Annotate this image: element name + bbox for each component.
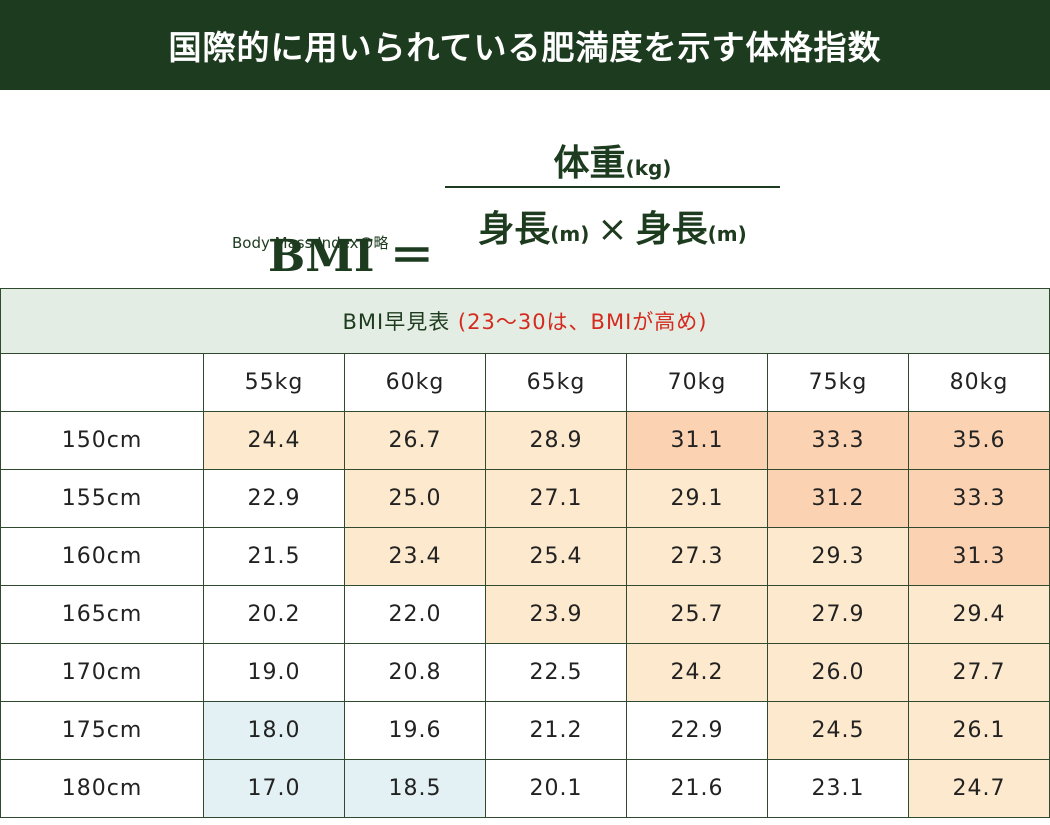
- column-header: 75kg: [767, 353, 909, 412]
- cell: 23.4: [344, 527, 486, 586]
- cell: 18.5: [344, 759, 486, 818]
- row: 160cm 21.5 23.4 25.4 27.3 29.3 31.3: [0, 527, 1050, 586]
- row: 175cm 18.0 19.6 21.2 22.9 24.5 26.1: [0, 701, 1050, 760]
- cell: 28.9: [485, 411, 627, 470]
- height: 身長: [635, 209, 708, 250]
- bmi-table: BMI早見表 (23〜30は、BMIが高め) 55kg 60kg 65kg 70kg 7…: [0, 288, 1050, 818]
- cell: 24.4: [203, 411, 345, 470]
- height: 身長: [478, 209, 551, 250]
- row-header: 155cm: [0, 469, 204, 528]
- unit: (m): [707, 222, 747, 246]
- cell: 27.9: [767, 585, 909, 644]
- row-header: 180cm: [0, 759, 204, 818]
- bmi: BMI: [268, 231, 375, 282]
- cell: 29.1: [626, 469, 768, 528]
- cell: 31.3: [908, 527, 1050, 586]
- row-header: 165cm: [0, 585, 204, 644]
- cell: 19.0: [203, 643, 345, 702]
- cell: 25.7: [626, 585, 768, 644]
- formula-note: Body Mass Indexの略: [232, 234, 389, 252]
- cell: 20.1: [485, 759, 627, 818]
- column-header: 65kg: [485, 353, 627, 412]
- column-header: 60kg: [344, 353, 486, 412]
- caption-main: BMI早見表: [342, 310, 451, 334]
- cell: 22.9: [626, 701, 768, 760]
- weight: 体重: [553, 143, 626, 184]
- row: 155cm 22.9 25.0 27.1 29.1 31.2 33.3: [0, 469, 1050, 528]
- formula-lhs: BMI ＝: [268, 220, 434, 284]
- denominator: 身長(m) × 身長(m): [445, 200, 780, 252]
- cell: 29.4: [908, 585, 1050, 644]
- header: 国際的に用いられている肥満度を示す体格指数: [0, 0, 1050, 90]
- cell: 29.3: [767, 527, 909, 586]
- times: ×: [597, 209, 628, 250]
- cell: 27.1: [485, 469, 627, 528]
- title: 国際的に用いられている肥満度を示す体格指数: [168, 28, 882, 67]
- unit: (m): [550, 222, 590, 246]
- cell: 21.2: [485, 701, 627, 760]
- fraction-bar: [445, 186, 780, 188]
- cell: 21.5: [203, 527, 345, 586]
- row: 165cm 20.2 22.0 23.9 25.7 27.9 29.4: [0, 585, 1050, 644]
- row: 150cm 24.4 26.7 28.9 31.1 33.3 35.6: [0, 411, 1050, 470]
- cell: 18.0: [203, 701, 345, 760]
- cell: 24.5: [767, 701, 909, 760]
- cell: 26.1: [908, 701, 1050, 760]
- cell: 26.7: [344, 411, 486, 470]
- cell: 24.7: [908, 759, 1050, 818]
- row-header: 175cm: [0, 701, 204, 760]
- cell: 27.3: [626, 527, 768, 586]
- cell: 21.6: [626, 759, 768, 818]
- cell: 22.0: [344, 585, 486, 644]
- cell: 24.2: [626, 643, 768, 702]
- cell: 25.4: [485, 527, 627, 586]
- cell: 19.6: [344, 701, 486, 760]
- cell: 23.9: [485, 585, 627, 644]
- cell: 27.7: [908, 643, 1050, 702]
- caption-row: BMI早見表 (23〜30は、BMIが高め): [0, 288, 1050, 354]
- column-header: 70kg: [626, 353, 768, 412]
- column-header: 55kg: [203, 353, 345, 412]
- cell: 20.8: [344, 643, 486, 702]
- equals: ＝: [389, 231, 434, 282]
- table-head: BMI早見表 (23〜30は、BMIが高め) 55kg 60kg 65kg 70kg 7…: [0, 288, 1050, 412]
- cell: 22.5: [485, 643, 627, 702]
- cell: 33.3: [767, 411, 909, 470]
- cell: 25.0: [344, 469, 486, 528]
- corner: [0, 353, 204, 412]
- column-header: 80kg: [908, 353, 1050, 412]
- cell: 35.6: [908, 411, 1050, 470]
- cell: 33.3: [908, 469, 1050, 528]
- table-body: 150cm 24.4 26.7 28.9 31.1 33.3 35.6 155cm 22.9 25…: [0, 411, 1050, 818]
- cell: 31.2: [767, 469, 909, 528]
- column-row: 55kg 60kg 65kg 70kg 75kg 80kg: [0, 353, 1050, 412]
- numerator: 体重(kg): [445, 134, 780, 186]
- cell: 23.1: [767, 759, 909, 818]
- unit: (kg): [625, 156, 672, 180]
- caption: BMI早見表 (23〜30は、BMIが高め): [0, 288, 1050, 354]
- row: 170cm 19.0 20.8 22.5 24.2 26.0 27.7: [0, 643, 1050, 702]
- cell: 31.1: [626, 411, 768, 470]
- row-header: 150cm: [0, 411, 204, 470]
- row-header: 170cm: [0, 643, 204, 702]
- row-header: 160cm: [0, 527, 204, 586]
- cell: 20.2: [203, 585, 345, 644]
- cell: 17.0: [203, 759, 345, 818]
- caption-note: (23〜30は、BMIが高め): [457, 310, 708, 334]
- row: 180cm 17.0 18.5 20.1 21.6 23.1 24.7: [0, 759, 1050, 818]
- cell: 26.0: [767, 643, 909, 702]
- formula: BMI ＝ Body Mass Indexの略 体重(kg) 身長(m) × 身長(…: [0, 90, 1050, 288]
- cell: 22.9: [203, 469, 345, 528]
